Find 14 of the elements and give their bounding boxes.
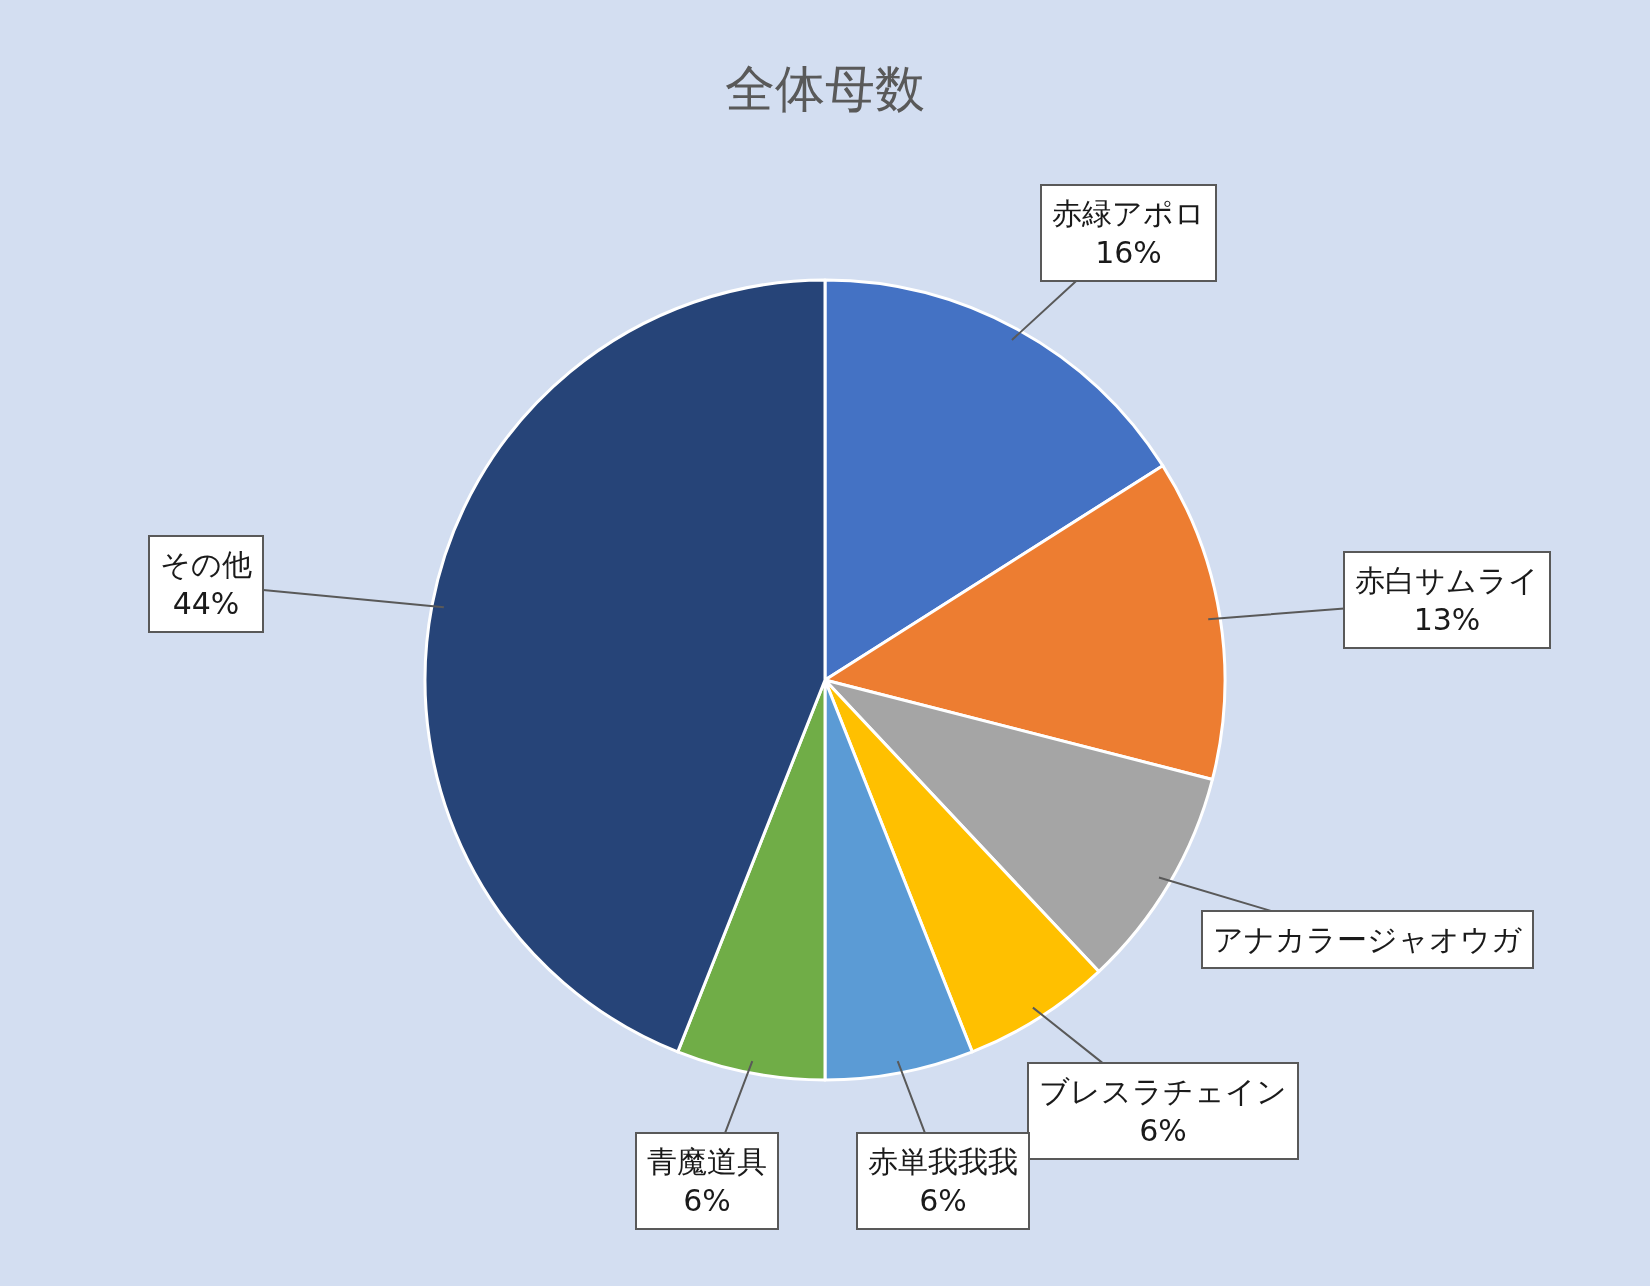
data-label: 6% — [919, 1183, 967, 1218]
data-label: 6% — [1139, 1113, 1187, 1148]
data-label: 44% — [172, 586, 240, 621]
slice-label: 赤単我我我 — [868, 1144, 1018, 1179]
slice-label: その他 — [160, 547, 252, 582]
slice-label: 赤緑アポロ — [1052, 196, 1205, 231]
data-label: 13% — [1413, 602, 1481, 637]
chart-title: 全体母数 — [725, 59, 925, 118]
slice-label: アナカラージャオウガ — [1213, 922, 1522, 957]
data-label: 16% — [1095, 235, 1162, 270]
slice-label: ブレスラチェイン — [1039, 1074, 1287, 1109]
slice-label: 赤白サムライ — [1355, 563, 1539, 598]
slice-label: 青魔道具 — [647, 1144, 767, 1179]
data-label: 6% — [683, 1183, 731, 1218]
